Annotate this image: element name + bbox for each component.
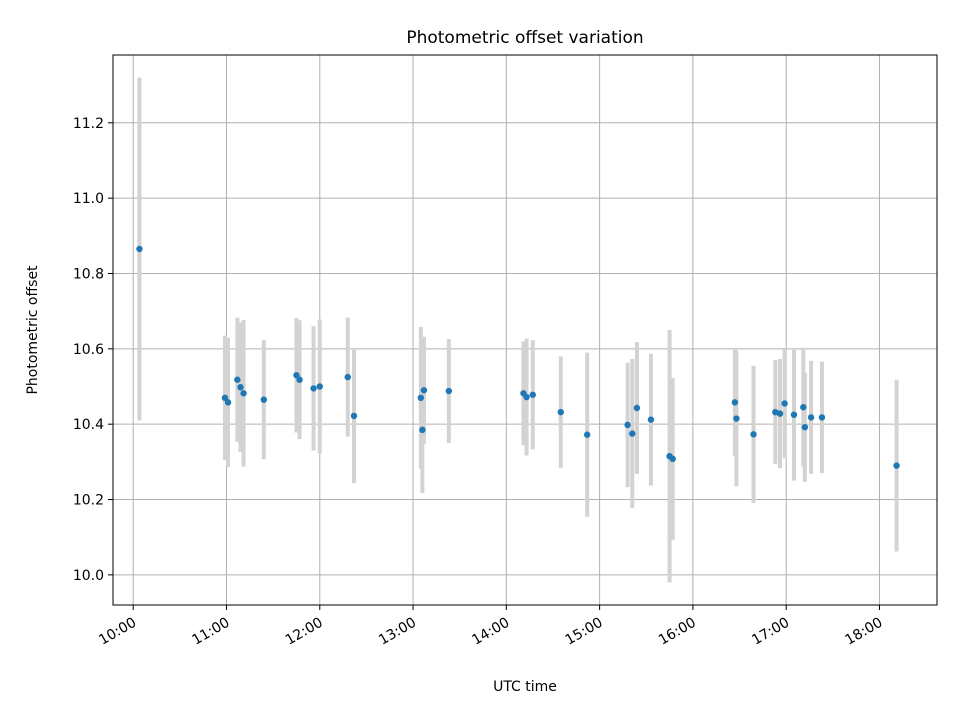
y-tick-label: 11.0 — [73, 191, 104, 207]
data-point — [583, 431, 591, 438]
data-point — [624, 421, 631, 429]
data-point — [781, 400, 788, 407]
data-point — [633, 404, 641, 412]
data-point — [647, 416, 655, 423]
data-point — [419, 426, 426, 434]
data-point — [750, 431, 757, 438]
data-point — [893, 462, 900, 469]
data-point — [669, 455, 676, 463]
data-point — [344, 373, 351, 381]
data-point — [529, 391, 536, 398]
data-point — [807, 414, 815, 421]
data-point — [240, 390, 247, 397]
data-point — [316, 383, 323, 390]
y-tick-label: 10.2 — [73, 493, 104, 509]
data-point — [293, 372, 300, 379]
data-point — [557, 408, 564, 416]
data-point — [818, 414, 826, 421]
plot-frame — [112, 54, 938, 606]
data-point — [420, 387, 428, 394]
y-tick-label: 10.0 — [73, 568, 104, 584]
data-point — [221, 394, 229, 402]
chart-title: Photometric offset variation — [406, 28, 643, 48]
data-point — [234, 376, 241, 383]
x-axis-label: UTC time — [493, 679, 557, 695]
y-tick-label: 10.4 — [73, 417, 104, 433]
data-point — [237, 384, 244, 391]
y-tick-label: 10.8 — [73, 266, 104, 282]
data-point — [776, 410, 784, 417]
data-point — [731, 399, 739, 406]
data-point — [523, 393, 530, 401]
data-point — [310, 385, 317, 392]
data-point — [350, 412, 358, 420]
data-point — [629, 430, 636, 437]
data-point — [417, 394, 425, 402]
data-point — [224, 399, 232, 406]
data-point — [800, 404, 807, 411]
data-point — [260, 396, 268, 403]
y-axis-label: Photometric offset — [25, 265, 41, 395]
data-points — [136, 245, 900, 469]
data-point — [296, 376, 303, 383]
y-tick-label: 10.6 — [73, 342, 104, 358]
data-point — [445, 387, 453, 395]
data-point — [733, 415, 740, 422]
data-point — [136, 245, 143, 253]
data-point — [801, 423, 809, 431]
y-axis-ticks: 10.0 10.2 10.4 10.6 10.8 11.0 11.2 — [73, 116, 113, 584]
y-tick-label: 11.2 — [73, 116, 104, 132]
data-point — [790, 411, 798, 418]
